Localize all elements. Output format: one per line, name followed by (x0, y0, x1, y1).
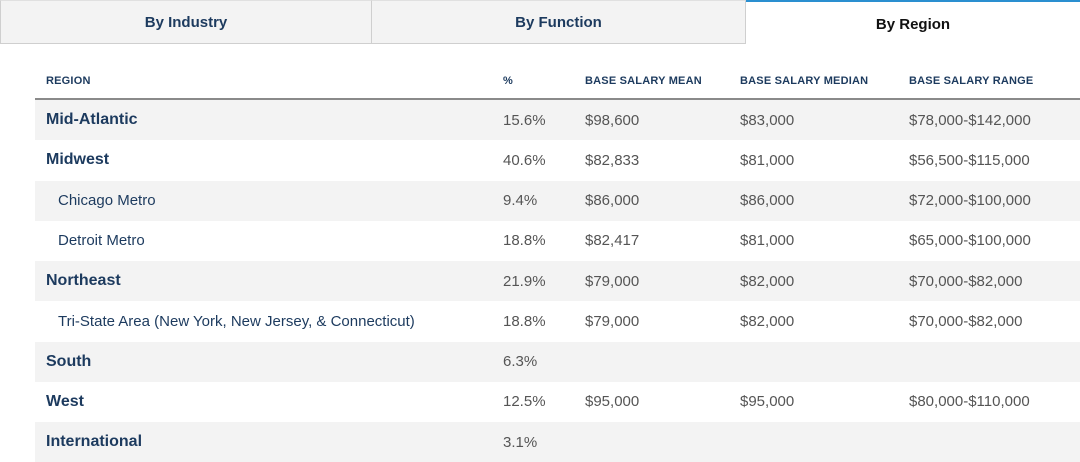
salary-median-cell: $81,000 (740, 151, 795, 169)
salary-median-cell: $82,000 (740, 312, 795, 330)
percent-cell: 21.9% (503, 272, 546, 290)
salary-mean-cell: $82,417 (585, 232, 640, 250)
header-salary-range: BASE SALARY RANGE (909, 75, 1034, 87)
percent-cell: 15.6% (503, 111, 546, 129)
percent-cell: 40.6% (503, 151, 546, 169)
table-row: South 6.3% (35, 341, 1080, 382)
table-row: Tri-State Area (New York, New Jersey, & … (35, 301, 1080, 342)
salary-mean-cell: $82,833 (585, 151, 640, 169)
tab-label: By Region (875, 16, 951, 33)
percent-cell: 12.5% (503, 393, 546, 411)
region-cell: Midwest (46, 151, 110, 169)
header-percent: % (503, 75, 513, 87)
salary-range-cell: $78,000-$142,000 (909, 111, 1031, 129)
tab-bar: By Industry By Function By Region (0, 0, 1080, 45)
salary-range-cell: $70,000-$82,000 (909, 312, 1023, 330)
salary-range-cell: $65,000-$100,000 (909, 232, 1031, 250)
salary-median-cell: $95,000 (740, 393, 795, 411)
salary-median-cell: $86,000 (740, 192, 795, 210)
table-row: Midwest 40.6% $82,833 $81,000 $56,500-$115,0… (35, 140, 1080, 181)
table-row: Northeast 21.9% $79,000 $82,000 $70,000-$82,… (35, 261, 1080, 302)
table-row: Detroit Metro 18.8% $82,417 $81,000 $65,000-… (35, 220, 1080, 261)
percent-cell: 3.1% (503, 433, 538, 451)
region-cell: Detroit Metro (58, 232, 145, 250)
header-salary-mean: BASE SALARY MEAN (585, 75, 702, 87)
header-salary-median: BASE SALARY MEDIAN (740, 75, 869, 87)
table-body: Mid-Atlantic 15.6% $98,600 $83,000 $78,000-$… (35, 100, 1080, 462)
table-row: West 12.5% $95,000 $95,000 $80,000-$110,000 (35, 381, 1080, 422)
salary-median-cell: $83,000 (740, 111, 795, 129)
tab-by-industry[interactable]: By Industry (0, 0, 372, 44)
salary-median-cell: $81,000 (740, 232, 795, 250)
table-row: Mid-Atlantic 15.6% $98,600 $83,000 $78,000-$… (35, 100, 1080, 141)
salary-mean-cell: $95,000 (585, 393, 640, 411)
tab-by-region[interactable]: By Region (746, 0, 1080, 45)
tab-by-function[interactable]: By Function (372, 0, 746, 44)
header-region: REGION (46, 75, 91, 87)
salary-mean-cell: $98,600 (585, 111, 640, 129)
salary-range-cell: $80,000-$110,000 (909, 393, 1030, 411)
tab-label: By Function (515, 13, 602, 31)
region-cell: West (46, 392, 84, 410)
salary-range-cell: $72,000-$100,000 (909, 192, 1031, 210)
region-cell: International (46, 433, 143, 451)
salary-median-cell: $82,000 (740, 272, 795, 290)
tab-label: By Industry (144, 13, 228, 31)
region-cell: Mid-Atlantic (46, 111, 138, 129)
table-header: REGION % BASE SALARY MEAN BASE SALARY ME… (35, 64, 1080, 100)
salary-mean-cell: $86,000 (585, 192, 640, 210)
percent-cell: 18.8% (503, 232, 546, 250)
salary-mean-cell: $79,000 (585, 312, 640, 330)
region-cell: Tri-State Area (New York, New Jersey, & … (58, 312, 415, 330)
percent-cell: 6.3% (503, 353, 538, 371)
salary-mean-cell: $79,000 (585, 272, 640, 290)
region-cell: South (46, 352, 92, 370)
table-row: Chicago Metro 9.4% $86,000 $86,000 $72,000-$… (35, 180, 1080, 221)
percent-cell: 9.4% (503, 192, 538, 210)
salary-table: REGION % BASE SALARY MEAN BASE SALARY ME… (35, 64, 1080, 462)
table-row: International 3.1% (35, 422, 1080, 462)
region-cell: Northeast (46, 272, 121, 290)
salary-range-cell: $70,000-$82,000 (909, 272, 1023, 290)
region-cell: Chicago Metro (58, 192, 156, 210)
salary-range-cell: $56,500-$115,000 (909, 151, 1030, 169)
percent-cell: 18.8% (503, 312, 546, 330)
